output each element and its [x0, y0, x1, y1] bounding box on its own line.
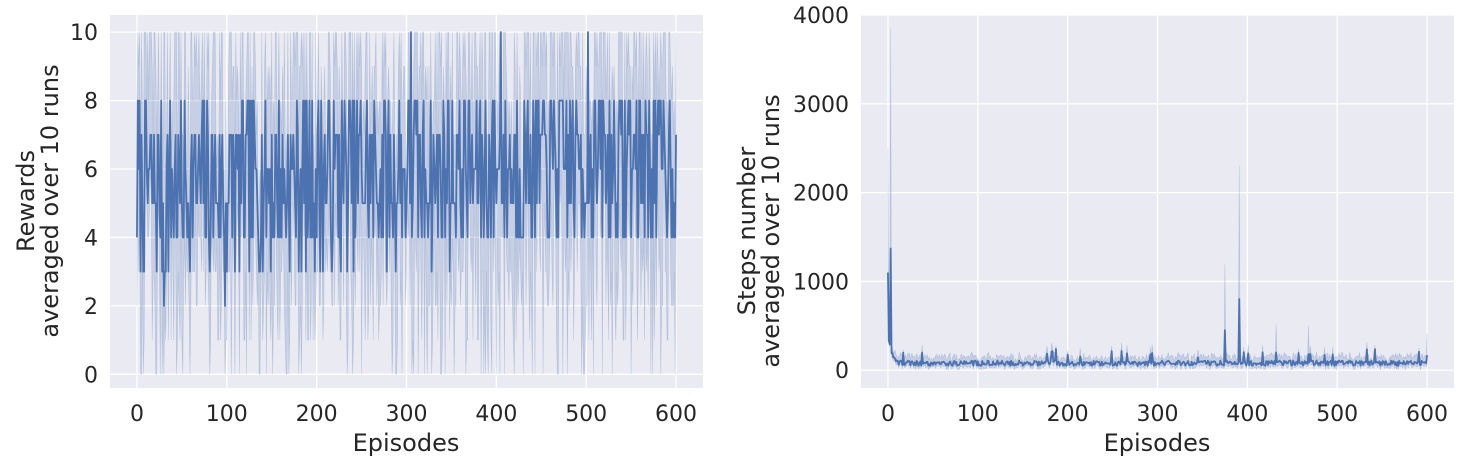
y-tick-label: 0 [835, 359, 849, 384]
x-tick-label: 100 [206, 402, 248, 427]
y-tick-label: 6 [84, 158, 98, 183]
y-tick-label: 8 [84, 90, 98, 115]
x-tick-label: 400 [1226, 402, 1268, 427]
y-tick-label: 2000 [793, 182, 849, 207]
x-tick-label: 500 [565, 402, 607, 427]
steps-grid [861, 14, 1454, 388]
x-tick-label: 500 [1316, 402, 1358, 427]
rewards-y-axis-label: Rewards averaged over 10 runs [12, 64, 64, 337]
x-tick-label: 600 [655, 402, 697, 427]
x-tick-label: 300 [386, 402, 428, 427]
x-tick-label: 200 [296, 402, 338, 427]
steps-x-ticks: 0 100 200 300 400 500 600 [881, 402, 1448, 427]
rewards-y-label-line2: averaged over 10 runs [36, 64, 64, 337]
rewards-y-label-line1: Rewards [12, 150, 40, 252]
y-tick-label: 3000 [793, 93, 849, 118]
rewards-y-ticks: 0 2 4 6 8 10 [70, 21, 98, 388]
y-tick-label: 1000 [793, 270, 849, 295]
y-tick-label: 4000 [793, 4, 849, 29]
x-tick-label: 0 [130, 402, 144, 427]
steps-y-axis-label: Steps number averaged over 10 runs [733, 94, 785, 367]
steps-y-label-line1: Steps number [733, 147, 761, 316]
rewards-x-ticks: 0 100 200 300 400 500 600 [130, 402, 697, 427]
x-tick-label: 100 [957, 402, 999, 427]
y-tick-label: 10 [70, 21, 98, 46]
steps-y-label-line2: averaged over 10 runs [757, 94, 785, 367]
x-tick-label: 600 [1406, 402, 1448, 427]
steps-y-ticks: 0 1000 2000 3000 4000 [793, 4, 849, 384]
steps-mean-line [887, 247, 1428, 367]
y-tick-label: 2 [84, 295, 98, 320]
steps-chart: 0 100 200 300 400 500 600 0 1000 2000 3000 4000 Ep… [733, 4, 1454, 457]
x-tick-label: 200 [1047, 402, 1089, 427]
rewards-mean-line [136, 31, 677, 307]
rewards-chart: 0 100 200 300 400 500 600 0 2 4 6 8 10 Episodes Rew… [12, 15, 703, 457]
rewards-x-axis-label: Episodes [353, 429, 460, 457]
y-tick-label: 4 [84, 226, 98, 251]
x-tick-label: 400 [475, 402, 517, 427]
x-tick-label: 300 [1137, 402, 1179, 427]
x-tick-label: 0 [881, 402, 895, 427]
y-tick-label: 0 [84, 363, 98, 388]
steps-x-axis-label: Episodes [1104, 429, 1211, 457]
